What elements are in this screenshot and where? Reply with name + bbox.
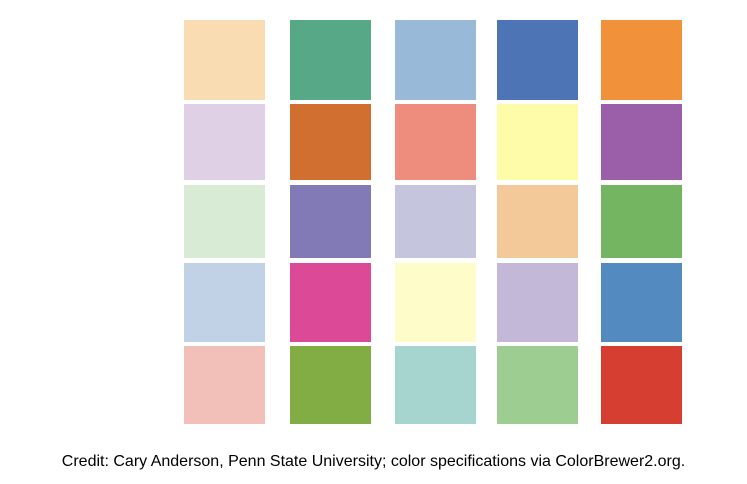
color-swatch bbox=[497, 20, 578, 100]
color-swatch bbox=[497, 263, 578, 342]
color-swatch bbox=[184, 104, 265, 180]
color-swatch bbox=[395, 104, 476, 180]
color-swatch bbox=[290, 263, 371, 342]
color-swatch bbox=[395, 20, 476, 100]
color-swatch bbox=[395, 346, 476, 424]
color-swatch bbox=[601, 263, 682, 342]
color-swatch bbox=[395, 185, 476, 258]
color-swatch bbox=[290, 20, 371, 100]
color-swatch bbox=[601, 346, 682, 424]
color-swatch bbox=[601, 20, 682, 100]
color-swatch bbox=[395, 263, 476, 342]
credit: Credit: Cary Anderson, Penn State Univer… bbox=[61, 453, 686, 470]
color-swatch bbox=[184, 20, 265, 100]
color-swatch bbox=[601, 104, 682, 180]
color-swatch bbox=[184, 346, 265, 424]
color-swatch bbox=[290, 104, 371, 180]
swatch-grid bbox=[184, 20, 682, 424]
color-swatch bbox=[184, 263, 265, 342]
color-swatch bbox=[290, 346, 371, 424]
color-swatch bbox=[290, 185, 371, 258]
color-swatch bbox=[601, 185, 682, 258]
color-swatch bbox=[497, 104, 578, 180]
color-swatch bbox=[497, 185, 578, 258]
color-swatch bbox=[184, 185, 265, 258]
color-swatch bbox=[497, 346, 578, 424]
